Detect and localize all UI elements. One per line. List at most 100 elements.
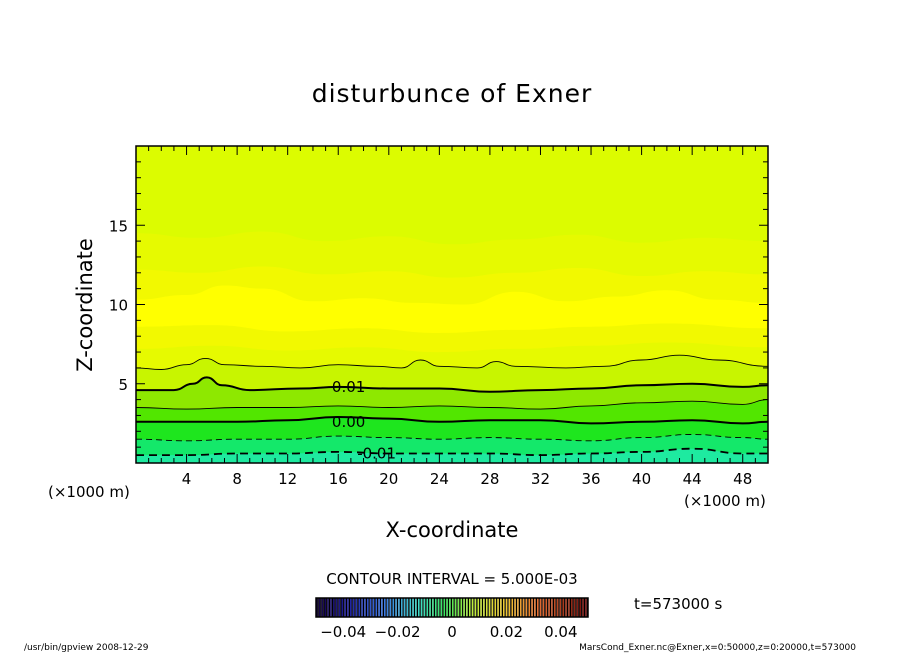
colorbar-cell: [466, 598, 468, 617]
colorbar-cell: [409, 598, 412, 617]
contour-lines: [136, 354, 768, 457]
colorbar-cell: [452, 598, 454, 617]
contour-interval-text: CONTOUR INTERVAL = 5.000E-03: [326, 570, 577, 588]
colorbar-gap: [581, 598, 583, 617]
colorbar-gap: [498, 598, 501, 617]
colorbar-cell: [392, 598, 395, 617]
colorbar-gap: [518, 598, 520, 617]
colorbar-gap: [388, 598, 390, 617]
colorbar-gap: [411, 598, 413, 617]
colorbar-cell: [369, 598, 372, 617]
colorbar-gap: [368, 598, 370, 617]
contour-labels: 0.01 0.00 -0.01: [332, 378, 396, 463]
colorbar-gap: [439, 598, 441, 617]
colorbar-gap: [484, 598, 486, 617]
colorbar-cell: [432, 598, 434, 617]
contour-line: [136, 376, 768, 393]
colorbar-cell: [449, 598, 451, 617]
colorbar-cell: [576, 598, 579, 617]
colorbar-gap: [317, 598, 319, 617]
colorbar-cell: [386, 598, 389, 617]
fill-band: [136, 448, 768, 463]
colorbar-gap: [583, 598, 586, 617]
colorbar-cell: [582, 598, 584, 617]
colorbar-cell: [333, 598, 335, 617]
colorbar-cell: [539, 598, 542, 617]
colorbar-gap: [572, 598, 574, 617]
colorbar-cell: [347, 598, 349, 617]
colorbar-gap: [462, 598, 464, 617]
colorbar-gap: [385, 598, 387, 617]
colorbar-cell: [531, 598, 533, 617]
colorbar-gap: [549, 598, 552, 617]
colorbar-cell: [491, 598, 494, 617]
contour-line: [136, 415, 768, 425]
colorbar-gap: [578, 598, 580, 617]
colorbar-cell: [517, 598, 519, 617]
x-tick-label: 28: [480, 470, 499, 488]
colorbar-gap: [399, 598, 401, 617]
colorbar-gap: [362, 598, 365, 617]
colorbar-gap: [374, 598, 376, 617]
y-tick-label: 5: [118, 376, 128, 394]
colorbar-cell: [568, 598, 570, 617]
colorbar-tick-label: 0: [447, 623, 457, 641]
colorbar-gap: [445, 598, 447, 617]
colorbar-gap: [379, 598, 382, 617]
colorbar-cell: [503, 598, 505, 617]
colorbar-gap: [396, 598, 399, 617]
colorbar-cell: [565, 598, 567, 617]
colorbar-cell: [548, 598, 550, 617]
colorbar-cell: [406, 598, 409, 617]
colorbar-gap: [422, 598, 424, 617]
colorbar-gap: [416, 598, 418, 617]
y-tick-label: 15: [109, 217, 128, 235]
colorbar-cell: [435, 598, 437, 617]
colorbar-gap: [504, 598, 506, 617]
colorbar-gap: [326, 598, 328, 617]
colorbar-gap: [538, 598, 540, 617]
colorbar-cell: [471, 598, 474, 617]
colorbar-cell: [316, 598, 318, 617]
colorbar-cell: [554, 598, 556, 617]
colorbar-gap: [459, 598, 461, 617]
colorbar-cell: [446, 598, 448, 617]
colorbar-gap: [575, 598, 577, 617]
colorbar-cell: [494, 598, 497, 617]
colorbar-cell: [375, 598, 378, 617]
colorbar-gap: [496, 598, 498, 617]
x-tick-label: 36: [581, 470, 600, 488]
colorbar-cell: [463, 598, 465, 617]
colorbar-cell: [318, 598, 321, 617]
footer-left: /usr/bin/gpview 2008-12-29: [24, 643, 149, 653]
colorbar-gap: [476, 598, 478, 617]
colorbar-cell: [469, 598, 471, 617]
colorbar-cell: [460, 598, 463, 617]
colorbar-frame: [315, 597, 589, 618]
colorbar-gap: [408, 598, 410, 617]
colorbar-cell: [381, 598, 383, 617]
colorbar-cell: [454, 598, 457, 617]
colorbar-gap: [348, 598, 350, 617]
plot-area: 0.01 0.00 -0.01: [135, 145, 769, 464]
colorbar-cell: [395, 598, 397, 617]
colorbar-gap: [391, 598, 393, 617]
colorbar-gap: [334, 598, 336, 617]
colorbar-tick-label: 0.04: [544, 623, 577, 641]
x-tick-label: 24: [430, 470, 449, 488]
colorbar-cell: [350, 598, 352, 617]
colorbar-cell: [522, 598, 525, 617]
colorbar-gap: [507, 598, 509, 617]
colorbar-cell: [542, 598, 545, 617]
colorbar-cell: [321, 598, 324, 617]
colorbar-cell: [429, 598, 431, 617]
colorbar-gap: [360, 598, 362, 617]
colorbar-cell: [477, 598, 480, 617]
colorbar-gap: [377, 598, 379, 617]
colorbar-cell: [367, 598, 369, 617]
colorbar-cell: [488, 598, 491, 617]
colorbar-cell: [551, 598, 553, 617]
colorbar-cell: [514, 598, 516, 617]
colorbar-cell: [372, 598, 375, 617]
colorbar-gap: [433, 598, 435, 617]
